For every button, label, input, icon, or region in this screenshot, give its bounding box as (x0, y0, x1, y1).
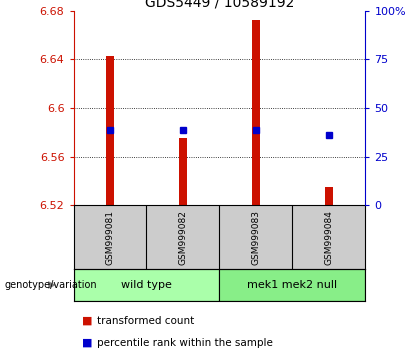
Text: GSM999084: GSM999084 (324, 210, 333, 265)
Bar (252, 20, 260, 205)
Text: GSM999083: GSM999083 (252, 210, 260, 265)
Bar (325, 187, 333, 205)
Text: GSM999081: GSM999081 (105, 210, 115, 265)
Text: transformed count: transformed count (97, 316, 194, 326)
Text: GSM999082: GSM999082 (178, 210, 187, 265)
Text: ■: ■ (82, 316, 92, 326)
Text: ■: ■ (82, 338, 92, 348)
Text: genotype/variation: genotype/variation (4, 280, 97, 290)
Text: mek1 mek2 null: mek1 mek2 null (247, 280, 338, 290)
Title: GDS5449 / 10589192: GDS5449 / 10589192 (145, 0, 294, 10)
Bar (220, 269, 365, 301)
Bar (74, 269, 220, 301)
Text: wild type: wild type (121, 280, 172, 290)
Text: percentile rank within the sample: percentile rank within the sample (97, 338, 273, 348)
Bar (178, 138, 187, 205)
Bar (105, 56, 114, 205)
